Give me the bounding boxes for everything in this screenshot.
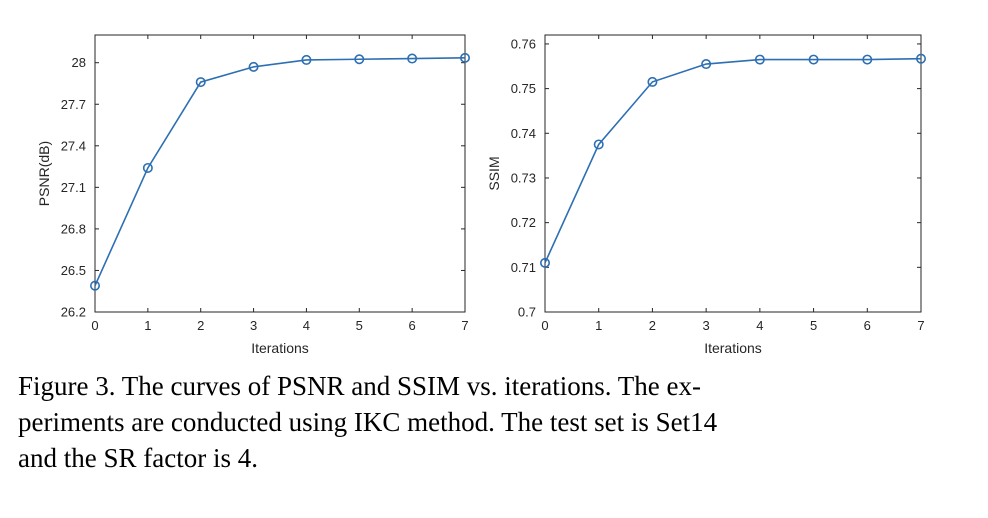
psnr-y-tick-label: 28 (72, 55, 86, 70)
ssim-y-tick-label: 0.75 (511, 81, 536, 96)
psnr-series-line (94, 57, 466, 287)
psnr-data-point (407, 53, 418, 64)
psnr-x-axis-label: Iterations (251, 340, 309, 356)
psnr-y-tick-label: 27.1 (61, 180, 86, 195)
ssim-x-tick-label: 7 (917, 318, 924, 333)
psnr-y-tick-label: 26.8 (61, 221, 86, 236)
psnr-y-tick-label: 27.4 (61, 138, 86, 153)
ssim-x-tick-label: 3 (703, 318, 710, 333)
psnr-data-point (195, 77, 206, 88)
psnr-x-tick-label: 1 (144, 318, 151, 333)
ssim-x-tick-label: 5 (810, 318, 817, 333)
ssim-x-tick-label: 2 (649, 318, 656, 333)
figure-caption: Figure 3. The curves of PSNR and SSIM vs… (18, 371, 718, 473)
ssim-chart: 0 1 2 3 4 5 6 7 0.7 0.71 0.72 0.73 0.74 0.75 0.76 Itera… (486, 34, 926, 356)
psnr-x-tick-label: 4 (303, 318, 310, 333)
ssim-data-point (593, 139, 604, 150)
psnr-data-point (354, 54, 365, 65)
psnr-y-axis-label: PSNR(dB) (36, 141, 52, 206)
psnr-data-point (459, 52, 470, 63)
ssim-series-line (544, 57, 922, 264)
psnr-data-point (301, 54, 312, 65)
ssim-y-tick-label: 0.76 (511, 36, 536, 51)
ssim-x-tick-label: 1 (595, 318, 602, 333)
ssim-y-tick-label: 0.73 (511, 170, 536, 185)
ssim-data-point (539, 257, 550, 268)
ssim-data-point (915, 53, 926, 64)
ssim-y-tick-label: 0.7 (518, 305, 536, 320)
psnr-y-tick-label: 26.2 (61, 305, 86, 320)
ssim-x-tick-label: 0 (541, 318, 548, 333)
psnr-x-tick-label: 2 (197, 318, 204, 333)
psnr-axes-box (94, 34, 466, 313)
ssim-data-point (808, 54, 819, 65)
ssim-y-tick-label: 0.71 (511, 260, 536, 275)
ssim-data-point (862, 54, 873, 65)
charts-svg: 0 1 2 3 4 5 6 7 26.2 26.5 26.8 27.1 27.4 27.7 28 Iterat… (36, 34, 926, 356)
ssim-axes-box (544, 34, 922, 313)
ssim-x-tick-label: 4 (756, 318, 763, 333)
psnr-x-tick-label: 3 (250, 318, 257, 333)
psnr-data-point (90, 280, 101, 291)
psnr-x-tick-label: 7 (461, 318, 468, 333)
ssim-data-point (647, 76, 658, 87)
ssim-y-tick-label: 0.72 (511, 215, 536, 230)
ssim-y-axis-label: SSIM (486, 156, 502, 190)
ssim-x-tick-label: 6 (864, 318, 871, 333)
psnr-x-tick-label: 5 (356, 318, 363, 333)
psnr-x-tick-label: 0 (91, 318, 98, 333)
ssim-y-tick-label: 0.74 (511, 126, 536, 141)
psnr-y-tick-label: 26.5 (61, 263, 86, 278)
psnr-x-tick-label: 6 (409, 318, 416, 333)
ssim-data-point (701, 59, 712, 70)
ssim-data-point (754, 54, 765, 65)
psnr-data-point (248, 61, 259, 72)
psnr-data-point (142, 162, 153, 173)
psnr-chart: 0 1 2 3 4 5 6 7 26.2 26.5 26.8 27.1 27.4 27.7 28 Iterat… (36, 34, 470, 356)
ssim-x-axis-label: Iterations (704, 340, 762, 356)
psnr-y-tick-label: 27.7 (61, 97, 86, 112)
